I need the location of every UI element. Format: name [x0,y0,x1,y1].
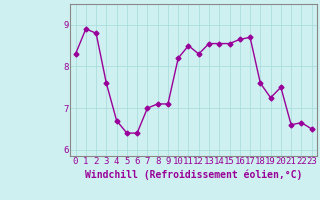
X-axis label: Windchill (Refroidissement éolien,°C): Windchill (Refroidissement éolien,°C) [85,169,302,180]
